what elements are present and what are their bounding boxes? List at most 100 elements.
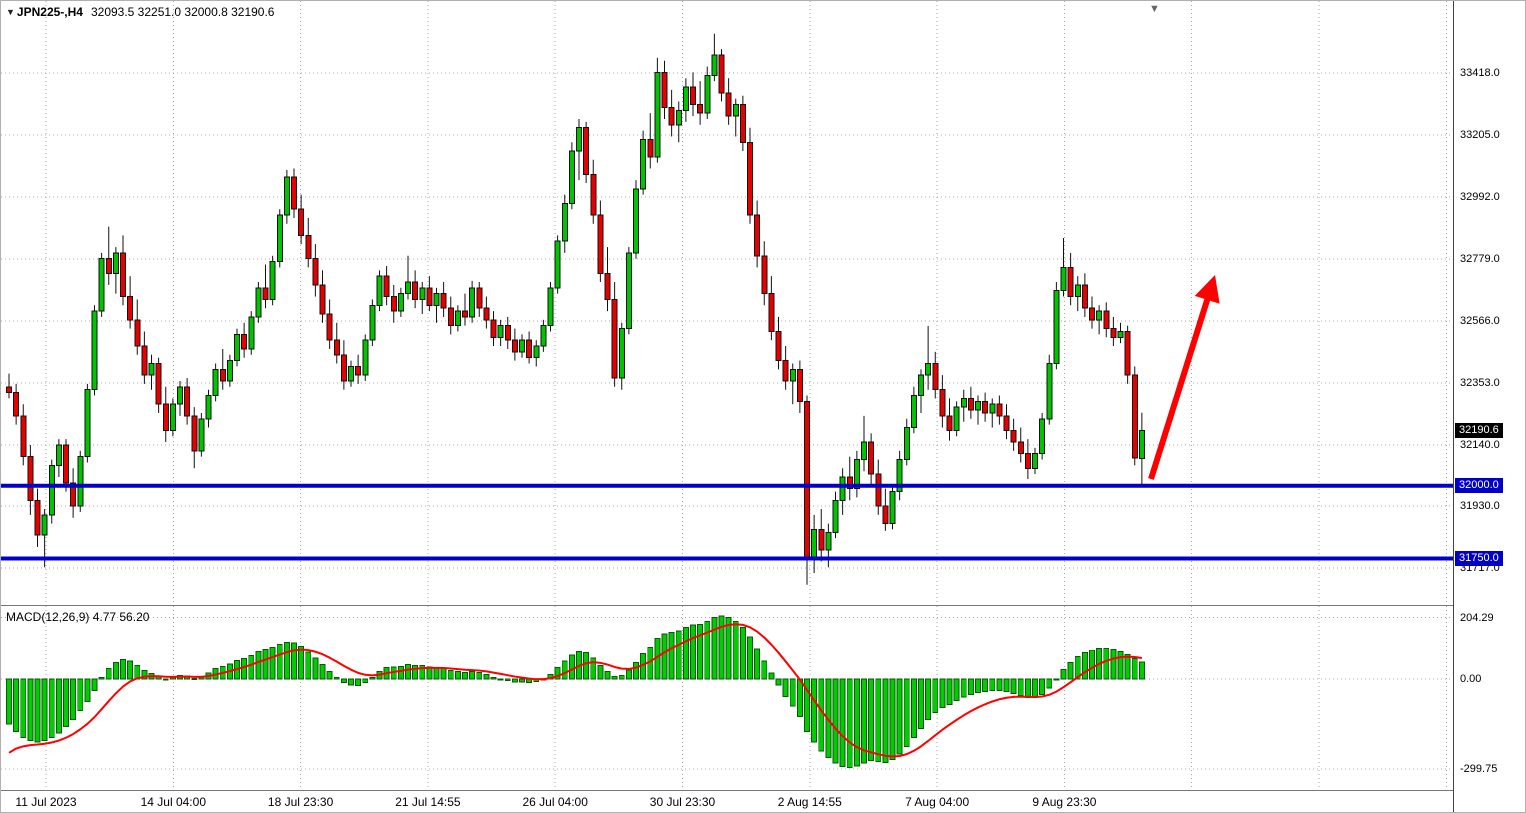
macd-histogram-bar — [633, 662, 639, 680]
candle-down — [796, 368, 803, 402]
candle-up — [704, 74, 711, 114]
macd-histogram-bar — [319, 664, 326, 680]
candle-down — [141, 345, 148, 376]
candle-up — [903, 427, 910, 461]
candle-down — [747, 141, 753, 216]
candle-down — [312, 258, 319, 286]
macd-histogram-bar — [597, 665, 604, 680]
candle-down — [1110, 328, 1117, 338]
macd-histogram-bar — [789, 678, 796, 707]
macd-tick-label: -299.75 — [1460, 762, 1498, 775]
candle-up — [989, 403, 996, 414]
candle-down — [1103, 310, 1110, 330]
candle-up — [234, 333, 240, 362]
macd-histogram-bar — [796, 678, 803, 717]
macd-histogram-bar — [975, 678, 981, 693]
macd-histogram-bar — [1046, 678, 1053, 689]
candle-down — [1017, 441, 1024, 455]
candle-down — [120, 252, 126, 298]
candle-up — [682, 86, 689, 111]
candle-up — [169, 403, 176, 431]
candle-up — [960, 397, 967, 408]
trend-arrow-shaft[interactable] — [1148, 296, 1211, 480]
candle-down — [1131, 374, 1138, 459]
candle-down — [583, 127, 590, 175]
candle-down — [1124, 330, 1131, 376]
candle-down — [20, 415, 27, 458]
candle-up — [1060, 266, 1067, 292]
macd-histogram-bar — [747, 636, 753, 680]
price-chart-canvas[interactable] — [1, 1, 1453, 605]
macd-histogram-bar — [939, 678, 946, 708]
candle-down — [262, 287, 269, 300]
macd-histogram-bar — [1138, 661, 1145, 680]
macd-histogram-bar — [369, 677, 376, 680]
macd-histogram-bar — [682, 626, 689, 680]
macd-histogram-bar — [989, 678, 996, 691]
macd-histogram-bar — [875, 678, 882, 762]
macd-histogram-bar — [84, 678, 91, 702]
candle-down — [590, 173, 597, 216]
candle-down — [27, 456, 34, 501]
candle-up — [540, 325, 547, 347]
candle-up — [554, 240, 561, 289]
macd-histogram-bar — [312, 657, 319, 680]
macd-histogram-bar — [868, 678, 875, 761]
candle-down — [127, 296, 134, 321]
candle-up — [77, 456, 84, 507]
candle-up — [1096, 310, 1103, 321]
candle-down — [319, 284, 326, 315]
candle-down — [526, 339, 533, 359]
macd-histogram-bar — [77, 678, 84, 711]
macd-histogram-bar — [1131, 658, 1138, 680]
macd-histogram-bar — [291, 642, 297, 680]
candle-down — [6, 386, 12, 394]
macd-histogram-bar — [761, 660, 768, 680]
macd-signal-line — [8, 623, 1143, 758]
macd-histogram-bar — [504, 678, 511, 681]
macd-histogram-bar — [41, 678, 48, 741]
candle-down — [982, 400, 989, 414]
trend-arrow-head[interactable] — [1194, 275, 1220, 304]
candle-up — [832, 499, 839, 533]
panel-separator[interactable] — [1, 605, 1525, 606]
candle-up — [561, 202, 568, 242]
time-axis[interactable]: 11 Jul 2023 14 Jul 04:00 18 Jul 23:30 21 Ju… — [1, 791, 1453, 812]
macd-histogram-bar — [1053, 678, 1060, 681]
macd-histogram-bar — [397, 666, 404, 680]
candle-down — [105, 258, 112, 274]
price-tick-label: 32779.0 — [1460, 253, 1500, 265]
macd-histogram-bar — [305, 651, 312, 680]
macd-indicator-label: MACD(12,26,9) 4.77 56.20 — [6, 610, 150, 624]
chart-shift-marker-icon[interactable]: ▼ — [1149, 3, 1160, 15]
line-price-tag: 31750.0 — [1455, 551, 1503, 567]
price-tick-label: 32353.0 — [1460, 377, 1500, 389]
time-tick-label: 7 Aug 04:00 — [905, 795, 970, 809]
macd-histogram-bar — [1074, 656, 1081, 680]
candle-up — [910, 395, 917, 429]
candle-up — [177, 386, 183, 405]
candle-up — [276, 214, 283, 263]
current-price-tag: 32190.6 — [1455, 422, 1503, 438]
macd-histogram-bar — [775, 678, 782, 686]
candle-down — [440, 293, 447, 309]
macd-histogram-bar — [326, 671, 333, 680]
macd-histogram-bar — [561, 660, 568, 680]
candle-up — [469, 287, 476, 318]
candle-down — [754, 214, 761, 257]
macd-histogram-bar — [355, 678, 362, 686]
candle-up — [918, 374, 924, 397]
candle-up — [547, 287, 554, 327]
symbol-dropdown-icon[interactable]: ▼ — [6, 7, 15, 17]
macd-panel-canvas[interactable] — [1, 606, 1453, 790]
macd-histogram-bar — [1032, 678, 1038, 699]
candle-up — [953, 406, 960, 431]
macd-histogram-bar — [554, 667, 561, 680]
candle-down — [162, 403, 169, 431]
macd-histogram-bar — [611, 676, 618, 680]
macd-histogram-bar — [853, 678, 860, 767]
time-tick-label: 21 Jul 14:55 — [395, 795, 461, 809]
macd-histogram-bar — [675, 630, 682, 680]
price-axis[interactable]: 33418.0 33205.0 32992.0 32779.0 32566.0 32353… — [1453, 1, 1525, 812]
